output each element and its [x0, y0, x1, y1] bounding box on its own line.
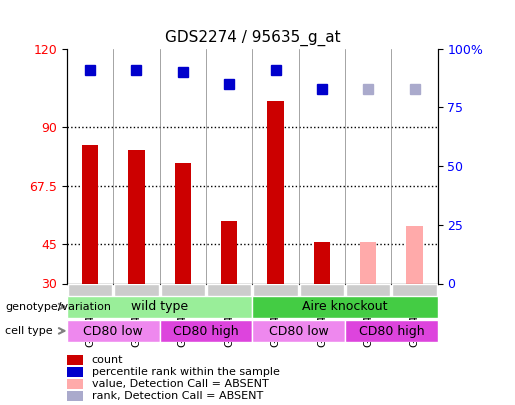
- Bar: [360, 242, 376, 284]
- Text: CD80 high: CD80 high: [358, 324, 424, 338]
- FancyBboxPatch shape: [67, 296, 252, 318]
- Bar: [67, 379, 83, 389]
- FancyBboxPatch shape: [345, 320, 438, 342]
- FancyBboxPatch shape: [161, 284, 205, 296]
- Text: CD80 low: CD80 low: [83, 324, 143, 338]
- Bar: [406, 226, 423, 284]
- FancyBboxPatch shape: [346, 284, 390, 296]
- Text: value, Detection Call = ABSENT: value, Detection Call = ABSENT: [92, 379, 268, 389]
- FancyBboxPatch shape: [160, 320, 252, 342]
- Bar: [67, 355, 83, 364]
- Bar: [128, 150, 145, 284]
- FancyBboxPatch shape: [252, 296, 438, 318]
- Bar: [82, 145, 98, 284]
- Text: CD80 low: CD80 low: [269, 324, 329, 338]
- FancyBboxPatch shape: [300, 284, 344, 296]
- FancyBboxPatch shape: [252, 320, 345, 342]
- Text: CD80 high: CD80 high: [173, 324, 239, 338]
- Text: Aire knockout: Aire knockout: [302, 300, 388, 313]
- FancyBboxPatch shape: [207, 284, 251, 296]
- Text: cell type: cell type: [5, 326, 53, 336]
- FancyBboxPatch shape: [68, 284, 112, 296]
- Bar: [67, 391, 83, 401]
- Text: genotype/variation: genotype/variation: [5, 302, 111, 312]
- Text: rank, Detection Call = ABSENT: rank, Detection Call = ABSENT: [92, 391, 263, 401]
- FancyBboxPatch shape: [392, 284, 437, 296]
- FancyBboxPatch shape: [253, 284, 298, 296]
- Text: count: count: [92, 355, 123, 364]
- Bar: [314, 242, 330, 284]
- Title: GDS2274 / 95635_g_at: GDS2274 / 95635_g_at: [164, 30, 340, 46]
- Text: wild type: wild type: [131, 300, 188, 313]
- Bar: [175, 164, 191, 284]
- FancyBboxPatch shape: [114, 284, 159, 296]
- Bar: [267, 101, 284, 284]
- Bar: [221, 221, 237, 284]
- Text: percentile rank within the sample: percentile rank within the sample: [92, 367, 280, 377]
- Bar: [67, 367, 83, 377]
- FancyBboxPatch shape: [67, 320, 160, 342]
